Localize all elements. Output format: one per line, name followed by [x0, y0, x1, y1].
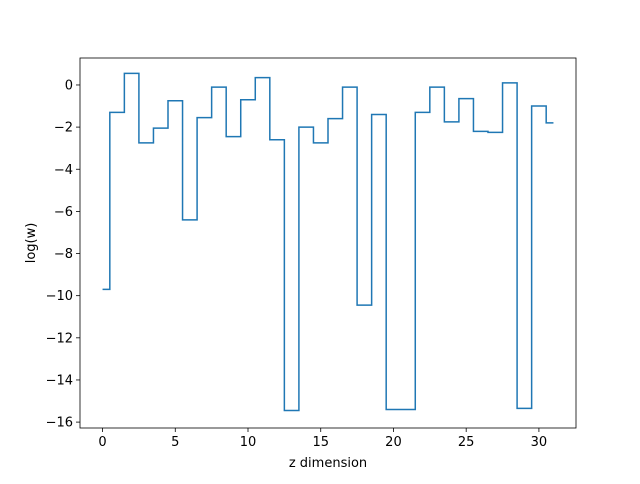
y-tick-label: −12 [46, 331, 73, 346]
y-axis-label: log(w) [24, 223, 39, 264]
x-tick-label: 10 [240, 435, 257, 450]
y-tick-label: −10 [46, 289, 73, 304]
x-tick-label: 15 [312, 435, 329, 450]
x-tick-label: 5 [171, 435, 179, 450]
plot-frame [79, 57, 577, 429]
y-tick-label: 0 [65, 78, 73, 93]
y-tick-label: −4 [54, 163, 73, 178]
x-tick-label: 30 [531, 435, 548, 450]
x-tick-label: 20 [385, 435, 402, 450]
x-axis-ticks: 0 5 10 15 20 25 30 [98, 428, 547, 450]
y-tick-label: −8 [54, 247, 73, 262]
plot-area [80, 58, 576, 428]
y-tick-label: −14 [46, 373, 73, 388]
y-axis-ticks: −16 −14 −12 −10 −8 −6 −4 −2 0 [46, 78, 80, 431]
y-tick-label: −16 [46, 416, 73, 431]
series-step-line [102, 72, 554, 412]
x-axis-label: z dimension [289, 456, 367, 471]
x-tick-label: 25 [458, 435, 475, 450]
x-tick-label: 0 [98, 435, 106, 450]
y-tick-label: −2 [54, 121, 73, 136]
y-tick-label: −6 [54, 205, 73, 220]
